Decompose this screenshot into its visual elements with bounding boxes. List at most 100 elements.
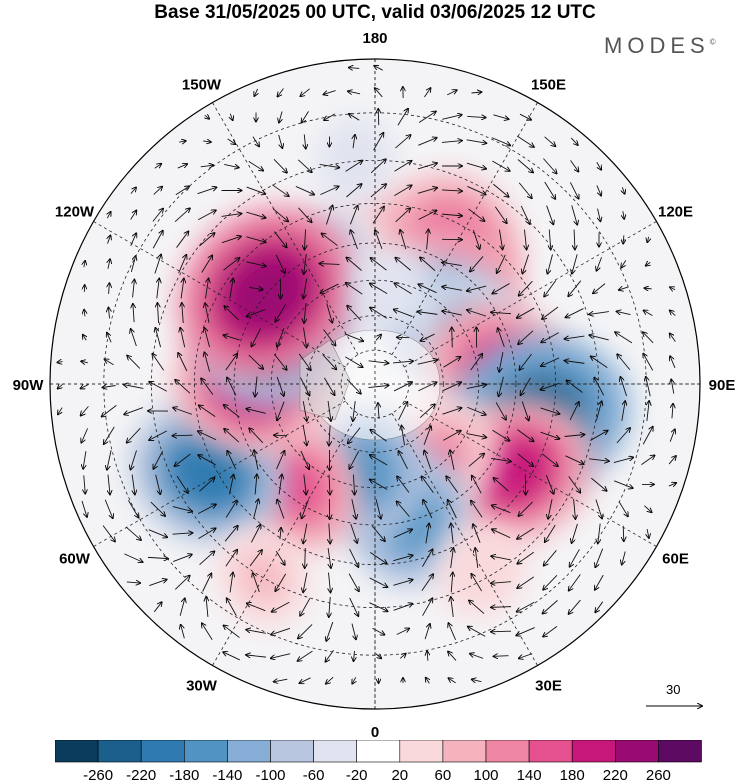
wind-arrow xyxy=(153,602,161,613)
wind-arrow xyxy=(548,499,553,519)
wind-arrow xyxy=(517,551,534,563)
wind-arrow xyxy=(400,230,407,250)
wind-arrow xyxy=(424,88,430,98)
wind-arrow xyxy=(300,598,311,615)
wind-arrow xyxy=(621,260,627,267)
colorbar-swatch xyxy=(313,740,358,763)
wind-arrow xyxy=(420,333,435,341)
wind-arrow xyxy=(302,111,309,122)
wind-arrow xyxy=(468,454,484,467)
wind-arrow xyxy=(372,207,384,224)
wind-arrow xyxy=(396,628,409,635)
colorbar-label: 60 xyxy=(435,767,452,783)
wind-arrow xyxy=(467,186,485,194)
wind-arrow xyxy=(544,136,556,146)
wind-arrow xyxy=(589,312,609,315)
wind-arrow xyxy=(298,353,311,370)
polar-map: 180 150E 120E 90E 60E 30E 0 30W 60W 90W 120W 150W 3… xyxy=(13,30,736,740)
wind-arrow xyxy=(84,261,85,268)
wind-arrow xyxy=(83,451,86,469)
wind-arrow xyxy=(328,572,330,593)
wind-arrow xyxy=(442,262,462,267)
wind-arrow xyxy=(468,208,485,221)
wind-arrow xyxy=(568,280,582,297)
wind-arrow xyxy=(274,679,288,682)
longitude-label: 150E xyxy=(531,76,566,93)
colorbar-swatch xyxy=(270,740,314,763)
longitude-label: 30E xyxy=(535,678,562,695)
wind-arrow xyxy=(472,679,482,681)
wind-arrow xyxy=(200,165,213,167)
wind-arrow xyxy=(255,475,257,495)
wind-arrow xyxy=(246,409,266,414)
wind-arrow xyxy=(300,377,309,396)
wind-arrow xyxy=(571,205,578,224)
wind-arrow xyxy=(58,407,62,415)
wind-arrow xyxy=(569,182,578,198)
wind-arrow xyxy=(326,303,333,322)
colorbar-swatch xyxy=(485,740,530,763)
longitude-labels: 180 150E 120E 90E 60E 30E 0 30W 60W 90W 120W 150W xyxy=(13,30,736,740)
wind-arrow xyxy=(249,550,262,567)
wind-arrow xyxy=(83,335,86,341)
wind-arrow xyxy=(517,601,535,611)
wind-arrow xyxy=(182,303,183,324)
wind-arrow xyxy=(670,287,676,290)
wind-arrow xyxy=(203,141,211,142)
wind-arrow xyxy=(521,401,529,421)
wind-arrow xyxy=(622,551,626,564)
wind-arrow xyxy=(303,278,308,299)
wind-arrow xyxy=(299,677,311,683)
wind-arrow xyxy=(499,376,504,396)
wind-arrow xyxy=(149,579,166,586)
wind-arrow xyxy=(271,627,291,634)
longitude-label: 60W xyxy=(59,551,91,568)
wind-arrow xyxy=(570,160,579,171)
wind-arrow xyxy=(229,279,233,299)
wind-arrow xyxy=(520,205,530,224)
wind-arrow xyxy=(375,88,383,98)
wind-arrow xyxy=(352,677,356,683)
wind-arrow xyxy=(370,159,386,174)
wind-arrow xyxy=(497,254,506,273)
wind-arrow xyxy=(348,91,361,94)
colorbar-swatch xyxy=(442,740,487,763)
longitude-label: 60E xyxy=(662,551,689,568)
wind-arrow xyxy=(347,306,362,321)
wind-arrow xyxy=(370,480,388,490)
wind-arrow xyxy=(442,311,462,316)
wind-arrow xyxy=(418,210,437,220)
wind-arrow xyxy=(401,426,405,446)
wind-arrow xyxy=(81,428,89,442)
wind-arrow xyxy=(426,678,430,684)
wind-arrow xyxy=(199,551,215,566)
wind-arrow xyxy=(517,527,535,539)
wind-arrow xyxy=(108,474,110,495)
wind-arrow xyxy=(375,499,381,518)
wind-arrow xyxy=(107,212,110,219)
wind-arrow xyxy=(304,254,307,274)
wind-arrow xyxy=(544,280,557,296)
wind-arrow xyxy=(254,88,257,96)
wind-arrow xyxy=(247,309,266,316)
wind-arrow xyxy=(668,456,676,465)
greenland xyxy=(299,339,351,421)
wind-arrow xyxy=(305,547,306,568)
wind-arrow xyxy=(327,401,331,421)
wind-arrow xyxy=(623,525,624,541)
wind-arrow xyxy=(519,353,532,370)
wind-arrow xyxy=(566,381,583,393)
wind-arrow xyxy=(394,161,412,172)
wind-arrow xyxy=(246,261,266,266)
wind-arrow xyxy=(565,361,585,364)
wind-arrow xyxy=(670,310,676,316)
wind-arrow xyxy=(199,233,214,247)
latitude-circle xyxy=(306,315,444,453)
wind-arrow xyxy=(618,501,628,517)
wind-arrow xyxy=(201,378,214,395)
wind-arrow xyxy=(353,401,355,421)
wind-arrow xyxy=(81,361,88,363)
wind-arrow xyxy=(279,475,282,495)
wind-arrow xyxy=(298,207,311,222)
wind-arrow xyxy=(491,556,511,561)
